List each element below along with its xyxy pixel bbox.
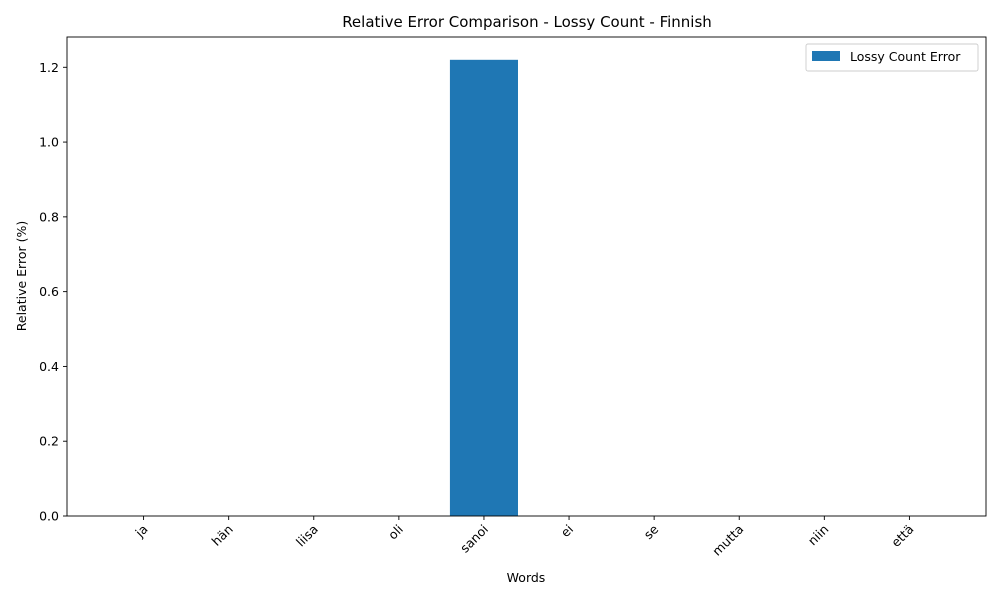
y-tick-label: 0.2	[39, 434, 59, 449]
x-tick-label: ei	[558, 522, 577, 541]
x-axis: ja hän liisa oli sanoi ei se mutta niin että	[132, 516, 917, 559]
y-tick-label: 1.0	[39, 135, 59, 150]
plot-frame	[66, 36, 987, 517]
x-tick-label: hän	[209, 522, 236, 549]
y-tick-label: 0.4	[39, 359, 59, 374]
y-tick-label: 1.2	[39, 60, 59, 75]
x-tick-label: liisa	[293, 522, 321, 550]
x-tick-label: mutta	[709, 522, 746, 559]
x-tick-label: että	[888, 522, 916, 550]
x-tick-label: se	[641, 521, 662, 542]
chart-title: Relative Error Comparison - Lossy Count …	[342, 13, 712, 31]
y-tick-label: 0.6	[39, 284, 59, 299]
x-tick-label: oli	[385, 522, 406, 543]
legend-box	[805, 43, 979, 72]
x-axis-label: Words	[507, 570, 546, 585]
y-axis: 0.0 0.2 0.4 0.6 0.8 1.0 1.2	[39, 60, 67, 524]
y-tick-label: 0.8	[39, 209, 59, 224]
legend-label: Lossy Count Error	[850, 49, 961, 64]
x-tick-label: ja	[132, 522, 151, 541]
plot-area	[449, 59, 518, 517]
legend: Lossy Count Error	[805, 43, 979, 72]
bar-sanoi	[449, 59, 518, 517]
x-tick-label: sanoi	[457, 522, 491, 556]
y-axis-label: Relative Error (%)	[14, 221, 29, 331]
legend-swatch	[812, 51, 840, 61]
x-tick-label: niin	[805, 522, 832, 549]
y-tick-label: 0.0	[39, 509, 59, 524]
